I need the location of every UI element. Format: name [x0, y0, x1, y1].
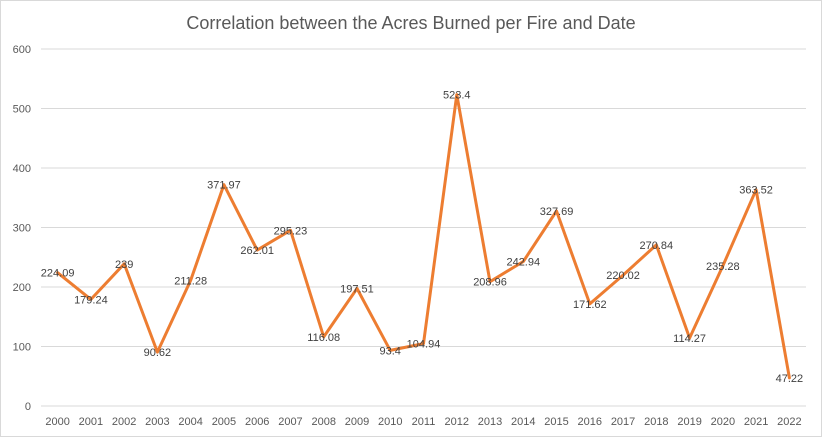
x-tick-label-2022: 2022	[777, 416, 801, 428]
data-label-2001: 179.24	[74, 294, 108, 306]
x-tick-label-2010: 2010	[378, 416, 402, 428]
x-tick-label-2016: 2016	[578, 416, 602, 428]
x-tick-label-2012: 2012	[445, 416, 469, 428]
data-label-2005: 371.97	[207, 180, 241, 192]
x-tick-label-2009: 2009	[345, 416, 369, 428]
data-label-2008: 116.08	[307, 332, 340, 344]
data-label-2000: 224.09	[41, 268, 75, 280]
chart-title: Correlation between the Acres Burned per…	[186, 13, 636, 33]
x-tick-label-2017: 2017	[611, 416, 635, 428]
x-tick-label-2013: 2013	[478, 416, 502, 428]
data-label-2003: 90.62	[144, 347, 172, 359]
data-label-2009: 197.51	[340, 283, 374, 295]
y-tick-label-600: 600	[13, 44, 31, 56]
x-tick-label-2015: 2015	[544, 416, 568, 428]
x-tick-label-2004: 2004	[178, 416, 202, 428]
series-line-0	[56, 93, 791, 380]
x-tick-label-2003: 2003	[145, 416, 169, 428]
data-label-2016: 171.62	[573, 299, 607, 311]
data-label-2007: 295.23	[274, 225, 308, 237]
y-tick-label-500: 500	[13, 104, 31, 116]
x-tick-label-2019: 2019	[677, 416, 701, 428]
data-label-2018: 270.84	[639, 240, 673, 252]
x-tick-label-2000: 2000	[45, 416, 69, 428]
x-tick-label-2011: 2011	[412, 416, 436, 428]
y-tick-label-300: 300	[13, 223, 31, 235]
data-label-2015: 327.69	[540, 206, 574, 218]
x-tick-label-2021: 2021	[744, 416, 768, 428]
x-tick-label-2001: 2001	[79, 416, 103, 428]
data-label-2004: 211.28	[174, 275, 207, 287]
x-tick-label-2008: 2008	[311, 416, 335, 428]
x-tick-label-2006: 2006	[245, 416, 269, 428]
data-label-2022: 47.22	[776, 373, 804, 385]
y-tick-label-100: 100	[13, 342, 31, 354]
data-label-2012: 523.4	[443, 90, 471, 102]
y-tick-label-200: 200	[13, 282, 31, 294]
data-label-2006: 262.01	[240, 245, 274, 257]
data-label-2017: 220.02	[606, 270, 640, 282]
y-tick-label-0: 0	[25, 401, 31, 413]
data-label-2014: 242.94	[506, 256, 540, 268]
data-label-2020: 235.28	[706, 261, 740, 273]
y-tick-label-400: 400	[13, 163, 31, 175]
x-tick-label-2005: 2005	[212, 416, 236, 428]
data-label-2019: 114.27	[673, 333, 706, 345]
x-tick-label-2002: 2002	[112, 416, 136, 428]
data-label-2013: 208.96	[473, 277, 507, 289]
x-tick-label-2020: 2020	[711, 416, 735, 428]
x-tick-label-2014: 2014	[511, 416, 535, 428]
x-tick-label-2018: 2018	[644, 416, 668, 428]
x-tick-label-2007: 2007	[278, 416, 302, 428]
data-label-2011: 104.94	[407, 339, 441, 351]
data-label-2002: 239	[115, 259, 133, 271]
data-label-2021: 363.52	[739, 185, 773, 197]
data-label-2010: 93.4	[380, 345, 401, 357]
